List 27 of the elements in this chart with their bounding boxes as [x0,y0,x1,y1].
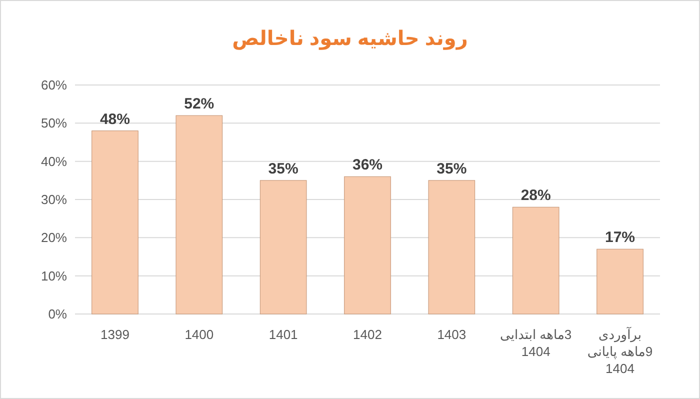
x-tick-label: 1403 [437,327,466,342]
y-tick-label: 20% [40,230,68,246]
x-tick-label: 1402 [353,327,382,342]
data-label: 17% [605,229,636,246]
bar [344,176,391,314]
data-label: 35% [436,160,467,178]
bar [512,206,560,314]
y-tick-label: 30% [40,192,68,208]
bar [428,180,476,314]
x-tick-label: 1401 [268,327,298,342]
chart-title: روند حاشیه سود ناخالص [232,28,468,50]
data-label: 28% [520,187,551,204]
y-tick-label: 40% [40,154,68,169]
x-tick-label: 1400 [184,327,214,342]
data-label: 35% [268,160,298,178]
y-tick-label: 60% [40,78,68,93]
bar [92,130,138,314]
bar [596,248,644,314]
x-tick-label: 1399 [100,327,130,342]
y-tick-label: 50% [40,116,68,131]
y-tick-label: 10% [40,268,68,284]
bar [176,115,223,314]
y-tick-label: 0% [48,306,68,322]
data-label: 36% [352,156,383,174]
data-label: 52% [184,96,214,113]
data-label: 48% [100,110,130,128]
bar [260,180,307,314]
